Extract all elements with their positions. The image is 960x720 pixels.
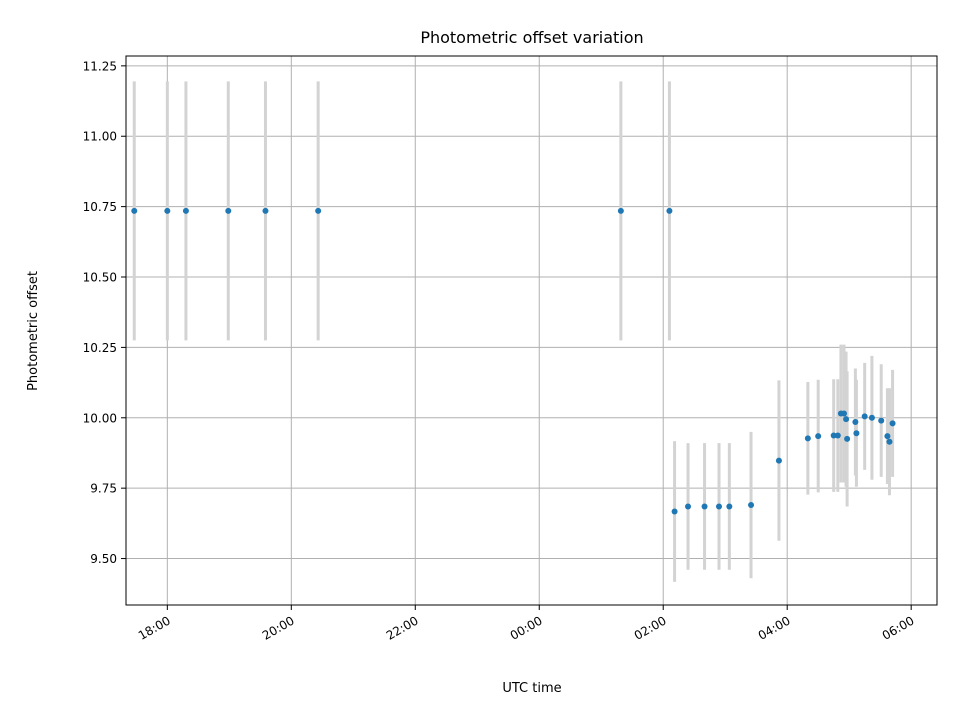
data-point <box>852 419 859 425</box>
y-tick-label: 11.00 <box>83 130 117 144</box>
data-point <box>225 207 232 214</box>
data-point <box>853 430 860 437</box>
data-point <box>868 414 875 421</box>
chart-title: Photometric offset variation <box>420 28 643 47</box>
data-point <box>748 502 755 509</box>
data-point <box>182 207 189 214</box>
y-tick-label: 10.50 <box>83 271 117 285</box>
data-point <box>843 416 850 423</box>
y-axis-label: Photometric offset <box>26 271 41 391</box>
data-points <box>131 207 896 515</box>
y-tick-label: 9.75 <box>90 482 117 496</box>
x-axis-label: UTC time <box>502 681 561 696</box>
grid-lines <box>126 56 937 605</box>
data-point <box>666 207 673 214</box>
data-point <box>315 207 322 214</box>
data-point <box>685 503 692 510</box>
data-point <box>841 410 848 417</box>
data-point <box>844 435 851 442</box>
data-point <box>164 207 171 214</box>
data-point <box>671 508 678 515</box>
data-point <box>815 433 822 440</box>
data-point <box>726 503 733 510</box>
data-point <box>886 438 893 445</box>
data-point <box>262 207 269 214</box>
data-point <box>131 207 138 214</box>
data-point <box>889 420 896 427</box>
y-tick-label: 10.25 <box>83 341 117 355</box>
plot-frame <box>125 55 938 606</box>
data-point <box>775 457 782 464</box>
data-point <box>861 413 868 420</box>
y-axis-ticks: 9.50 9.75 10.00 10.25 10.50 10.75 11.00 11.25 <box>83 59 126 566</box>
data-point <box>834 432 841 439</box>
y-tick-label: 9.50 <box>90 552 117 566</box>
data-point <box>701 503 708 510</box>
data-point <box>804 435 811 442</box>
data-point <box>830 432 837 439</box>
y-tick-label: 11.25 <box>83 59 117 73</box>
data-point <box>884 433 891 440</box>
data-point <box>878 417 885 424</box>
data-point <box>716 503 723 510</box>
y-tick-label: 10.00 <box>83 411 117 425</box>
y-tick-label: 10.75 <box>83 200 117 214</box>
data-point <box>617 207 624 214</box>
